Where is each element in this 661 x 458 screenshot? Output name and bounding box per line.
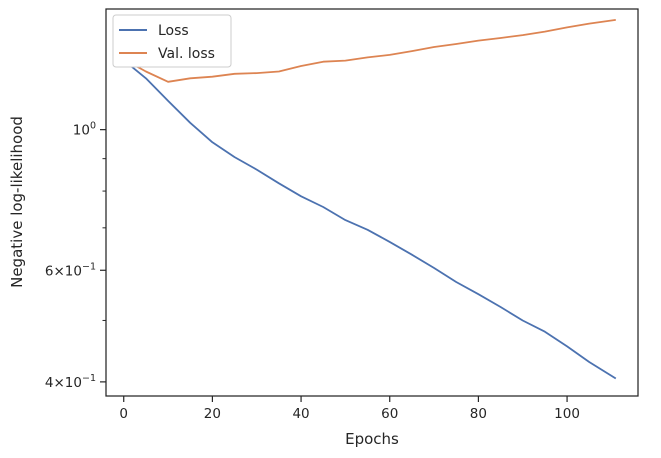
y-tick-label: 100	[73, 121, 96, 139]
y-tick-label: 4×10−1	[45, 373, 96, 391]
x-tick-label: 20	[204, 406, 221, 422]
series-line-val-loss	[127, 19, 616, 83]
x-tick-label: 0	[119, 406, 128, 422]
legend-label-loss: Loss	[158, 23, 189, 39]
legend: Loss Val. loss	[112, 14, 232, 68]
x-tick-label: 40	[292, 406, 309, 422]
x-tick-label: 100	[554, 406, 580, 422]
x-tick-label: 60	[381, 406, 398, 422]
y-tick-label: 6×10−1	[45, 261, 96, 279]
x-axis-label: Epochs	[345, 430, 399, 448]
legend-label-val-loss: Val. loss	[158, 46, 215, 62]
plot-frame	[105, 8, 639, 397]
x-tick-label: 80	[470, 406, 487, 422]
y-axis-label: Negative log-likelihood	[8, 116, 26, 288]
series-line-loss	[127, 63, 617, 380]
plot-area	[106, 9, 638, 396]
